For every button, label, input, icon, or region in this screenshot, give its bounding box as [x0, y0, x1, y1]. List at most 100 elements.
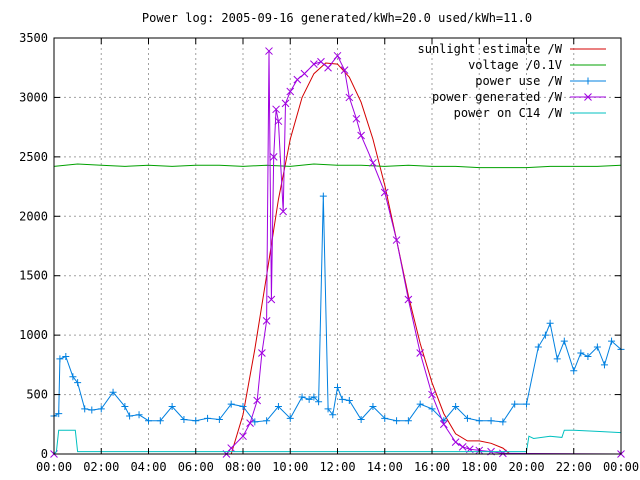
x-tick-label: 04:00 — [130, 460, 166, 474]
data-point — [428, 390, 436, 399]
chart-title: Power log: 2005-09-16 generated/kWh=20.0… — [142, 11, 532, 25]
data-point — [145, 417, 152, 425]
data-point — [109, 388, 117, 396]
series-4 — [53, 429, 622, 455]
data-point — [168, 402, 176, 410]
data-point — [553, 355, 561, 363]
data-point — [600, 361, 608, 369]
data-point — [55, 410, 63, 418]
data-point — [258, 349, 266, 357]
data-point — [584, 353, 592, 361]
data-point — [253, 396, 262, 405]
y-tick-label: 0 — [41, 447, 48, 461]
data-point — [393, 417, 401, 425]
data-point — [458, 443, 467, 451]
x-tick-label: 00:00 — [603, 460, 639, 474]
data-point — [317, 57, 325, 66]
data-point — [345, 397, 353, 405]
x-tick-label: 06:00 — [178, 460, 214, 474]
data-point — [523, 400, 530, 408]
x-tick-label: 16:00 — [414, 460, 450, 474]
data-point — [340, 66, 349, 74]
x-tick-label: 02:00 — [83, 460, 119, 474]
ticks: 00:00 02:00 04:00 06:00 08:00 10:00 12:00 14:00… — [19, 31, 639, 474]
data-point — [560, 337, 568, 345]
data-point — [380, 188, 389, 197]
data-point — [239, 432, 247, 441]
data-point — [62, 353, 70, 361]
x-tick-label: 10:00 — [272, 460, 308, 474]
x-tick-label: 00:00 — [36, 460, 72, 474]
data-point — [333, 51, 342, 60]
x-tick-label: 12:00 — [319, 460, 355, 474]
data-point — [369, 158, 377, 167]
legend-marker — [584, 77, 592, 85]
data-point — [463, 414, 471, 422]
series-layer — [50, 47, 625, 458]
x-tick-label: 08:00 — [225, 460, 261, 474]
data-point — [56, 355, 64, 363]
data-point — [215, 416, 223, 424]
legend-label: power on C14 /W — [454, 106, 563, 120]
data-point — [265, 47, 273, 55]
data-point — [570, 367, 578, 375]
data-point — [451, 438, 460, 446]
data-point — [541, 331, 549, 339]
data-point — [274, 402, 282, 410]
data-point — [487, 417, 495, 425]
y-tick-label: 500 — [26, 388, 48, 402]
data-point — [298, 393, 306, 401]
data-point — [352, 114, 361, 123]
data-point — [267, 295, 276, 304]
series-1 — [53, 163, 622, 169]
data-point — [263, 417, 271, 425]
data-point — [300, 69, 309, 78]
data-point — [381, 414, 389, 422]
data-point — [608, 337, 616, 345]
data-point — [286, 414, 294, 422]
data-point — [281, 99, 290, 108]
data-point — [428, 405, 436, 413]
data-point — [279, 207, 288, 216]
data-point — [274, 117, 283, 126]
y-tick-label: 1500 — [19, 269, 48, 283]
data-point — [499, 418, 507, 426]
data-point — [439, 420, 448, 429]
data-point — [69, 373, 77, 381]
data-point — [239, 402, 247, 410]
data-point — [475, 417, 483, 425]
data-point — [126, 412, 134, 420]
data-point — [329, 411, 337, 419]
x-tick-label: 14:00 — [367, 460, 403, 474]
legend-marker — [584, 93, 592, 101]
data-point — [345, 93, 354, 102]
data-point — [293, 75, 302, 84]
data-point — [227, 400, 235, 408]
series-line — [53, 163, 622, 169]
data-point — [97, 405, 105, 413]
data-point — [272, 105, 280, 114]
y-tick-label: 2500 — [19, 150, 48, 164]
data-point — [416, 349, 425, 357]
x-tick-label: 22:00 — [556, 460, 592, 474]
legend-label: sunlight estimate /W — [418, 42, 563, 56]
data-point — [192, 417, 200, 425]
x-tick-label: 20:00 — [508, 460, 544, 474]
data-point — [416, 400, 424, 408]
data-point — [593, 343, 601, 351]
data-point — [499, 449, 507, 458]
data-point — [204, 414, 212, 422]
data-point — [452, 402, 460, 410]
data-point — [324, 63, 332, 72]
data-point — [404, 295, 413, 304]
legend-label: voltage /0.1V — [468, 58, 562, 72]
data-point — [319, 192, 327, 200]
data-point — [74, 379, 82, 387]
data-point — [262, 317, 271, 325]
data-point — [369, 402, 377, 410]
legend-label: power generated /W — [432, 90, 563, 104]
data-point — [251, 418, 259, 426]
y-tick-label: 1000 — [19, 328, 48, 342]
data-point — [357, 131, 365, 140]
